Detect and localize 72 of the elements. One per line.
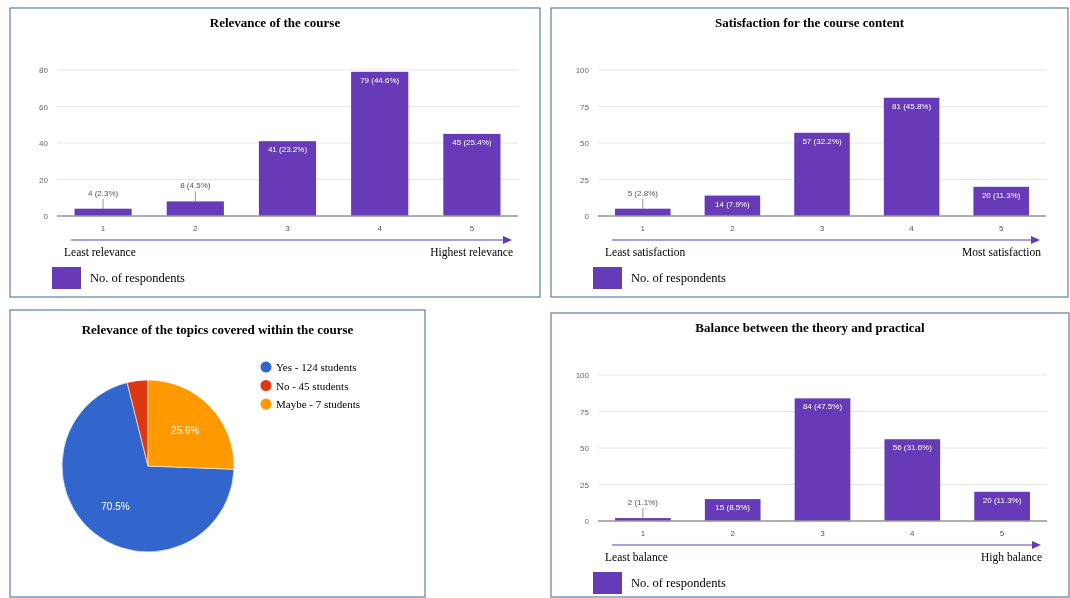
x-tick-label: 4 <box>909 224 915 233</box>
y-tick-label: 75 <box>580 407 590 417</box>
x-tick-label: 1 <box>640 224 646 233</box>
bar <box>258 141 317 216</box>
y-tick-label: 80 <box>39 66 49 75</box>
text: High balance <box>981 551 1042 564</box>
data-label: 25.6% <box>170 425 200 437</box>
y-tick-label: 0 <box>584 517 590 526</box>
data-label: 56 (31.6%) <box>892 443 933 453</box>
x-tick-label: 2 <box>730 529 736 538</box>
data-label: 2 (1.1%) <box>627 498 659 508</box>
chart-title: Satisfaction for the course content <box>715 15 905 30</box>
data-label: 70.5% <box>101 501 130 513</box>
data-label: 81 (45.8%) <box>892 101 932 111</box>
data-label: 4 (2.3%) <box>87 188 119 198</box>
bar <box>443 133 501 216</box>
legend-label: No - 45 students <box>276 379 349 392</box>
x-tick-label: 3 <box>820 529 826 538</box>
data-label: 84 (47.5%) <box>802 402 843 412</box>
y-tick-label: 50 <box>580 444 590 453</box>
x-tick-label: 3 <box>285 224 291 233</box>
y-tick-label: 25 <box>580 175 590 185</box>
bar <box>351 71 409 216</box>
data-label: 5 (2.8%) <box>627 188 659 198</box>
data-label: 41 (23.2%) <box>267 145 308 155</box>
x-tick-label: 1 <box>100 224 106 233</box>
x-tick-label: 1 <box>640 529 646 538</box>
legend-label: Maybe - 7 students <box>276 398 361 410</box>
legend-label: Yes - 124 students <box>276 361 357 373</box>
text: Least balance <box>605 551 668 563</box>
bar <box>884 439 941 521</box>
text: Highest relevance <box>430 246 513 259</box>
data-label: 20 (11.3%) <box>982 495 1022 505</box>
y-tick-label: 75 <box>580 102 590 112</box>
bar <box>794 132 850 216</box>
data-label: 79 (44.6%) <box>360 75 400 85</box>
chart-title: Relevance of the topics covered within the course <box>81 322 354 337</box>
legend-label: No. of respondents <box>631 271 726 285</box>
y-tick-label: 0 <box>584 212 590 221</box>
x-tick-label: 5 <box>469 224 475 233</box>
data-label: 20 (11.3%) <box>981 190 1021 200</box>
y-tick-label: 25 <box>580 480 590 490</box>
y-tick-label: 50 <box>580 139 590 148</box>
data-label: 15 (8.5%) <box>715 503 751 513</box>
bar <box>166 201 224 216</box>
x-tick-label: 5 <box>998 224 1004 233</box>
chart-title: Balance between the theory and practical <box>695 320 926 335</box>
legend-label: No. of respondents <box>631 576 726 590</box>
text: Least relevance <box>64 246 136 258</box>
y-tick-label: 100 <box>575 371 590 380</box>
y-tick-label: 0 <box>43 212 49 221</box>
data-label: 57 (32.2%) <box>802 136 842 146</box>
y-tick-label: 40 <box>39 139 49 148</box>
text: Least satisfaction <box>605 246 686 258</box>
text: Most satisfaction <box>962 246 1042 258</box>
data-label: 45 (25.4%) <box>452 137 492 147</box>
y-tick-label: 20 <box>39 175 49 185</box>
y-tick-label: 100 <box>575 66 590 75</box>
data-label: 14 (7.9%) <box>715 199 751 209</box>
x-tick-label: 2 <box>730 224 736 233</box>
bar <box>794 398 851 521</box>
x-tick-label: 5 <box>999 529 1005 538</box>
y-tick-label: 60 <box>39 102 49 112</box>
data-label: 8 (4.5%) <box>180 181 211 191</box>
x-tick-label: 4 <box>910 529 916 538</box>
legend-label: No. of respondents <box>90 271 185 285</box>
x-tick-label: 3 <box>819 224 825 233</box>
x-tick-label: 2 <box>193 224 199 233</box>
bar <box>883 97 940 216</box>
chart-title: Relevance of the course <box>209 15 341 30</box>
x-tick-label: 4 <box>377 224 383 233</box>
pie-slice <box>61 382 235 553</box>
